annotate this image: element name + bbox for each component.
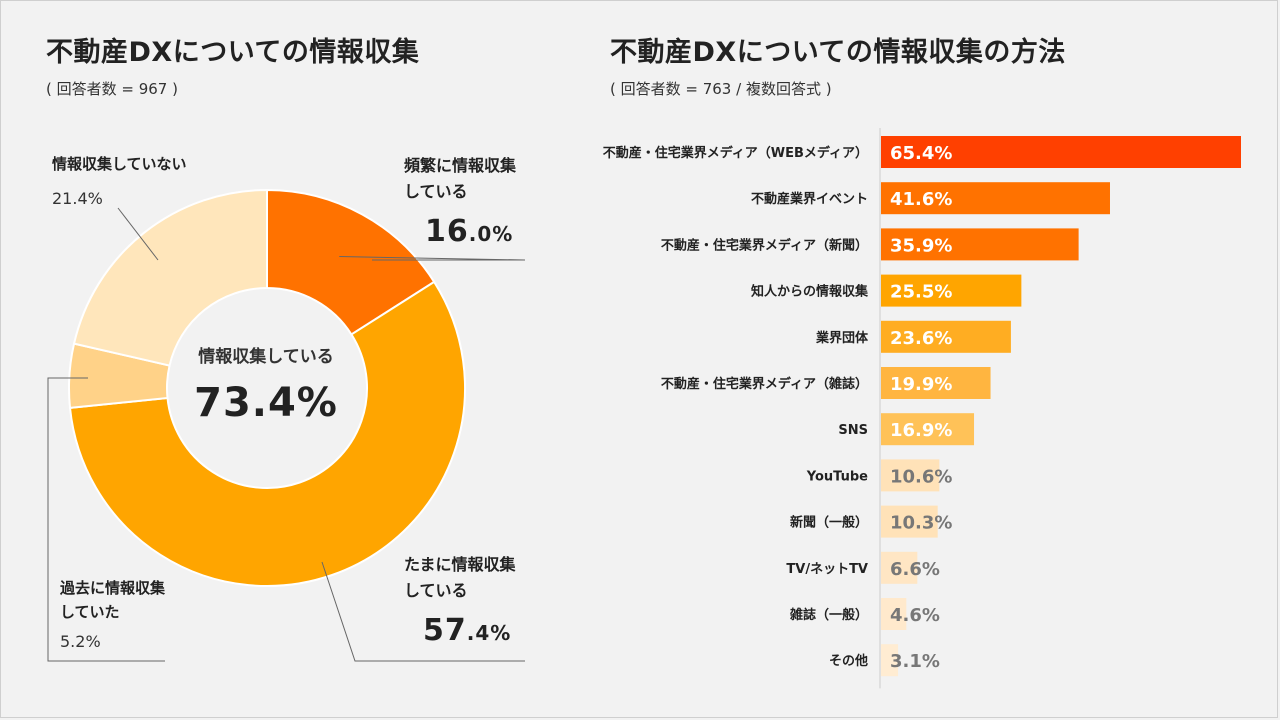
donut-chart-title: 不動産DXについての情報収集 (46, 37, 420, 68)
bar-7 (881, 459, 940, 492)
bar-chart-subtitle: ( 回答者数 = 763 / 複数回答式 ) (610, 80, 832, 98)
donut-slice-none (72, 188, 268, 367)
bar-value-label-2: 35.9% (890, 235, 952, 256)
slice-label-none: 情報収集していない (52, 155, 187, 173)
slice-value-frequent: 16.0% (425, 214, 514, 249)
bar-category-label-8: 新聞（一般） (790, 515, 868, 531)
bar-category-label-10: 雑誌（一般） (789, 607, 868, 623)
bar-category-label-9: TV/ネットTV (786, 562, 868, 577)
leader-line-frequent (339, 256, 526, 261)
slice-value-sometimes: 57.4% (423, 613, 512, 648)
bar-category-label-6: SNS (838, 423, 868, 438)
bar-6 (881, 413, 975, 446)
donut-chart-subtitle: ( 回答者数 = 967 ) (46, 80, 178, 98)
bar-5 (881, 367, 991, 399)
bar-value-label-5: 19.9% (890, 374, 952, 395)
bar-chart: 不動産・住宅業界メディア（WEBメディア） 65.4% 不動産業界イベント 41.6%… (603, 128, 1241, 689)
donut-slice-sometimes (68, 280, 466, 587)
bar-2 (881, 228, 1079, 261)
bar-value-label-7: 10.6% (890, 466, 952, 487)
donut-center-value: 73.4% (194, 380, 338, 426)
bar-4 (881, 320, 1011, 353)
bar-category-label-0: 不動産・住宅業界メディア（WEBメディア） (603, 145, 868, 161)
slice-label-past-line1: 過去に情報収集 (60, 579, 166, 597)
bar-0 (881, 136, 1241, 168)
slice-label-past-line2: していた (60, 603, 120, 621)
bar-category-label-5: 不動産・住宅業界メディア（雑誌） (661, 376, 868, 392)
slice-label-sometimes-line2: している (404, 581, 468, 600)
bar-value-label-10: 4.6% (890, 605, 940, 626)
bar-value-label-1: 41.6% (890, 189, 952, 210)
leader-line-none (117, 207, 159, 261)
bar-value-label-11: 3.1% (890, 651, 940, 672)
bar-11 (881, 644, 899, 677)
slice-value-past: 5.2% (60, 632, 101, 651)
leader-line-sometimes (321, 561, 525, 662)
bar-value-label-0: 65.4% (890, 143, 952, 164)
slice-label-frequent-line1: 頻繁に情報収集 (404, 156, 517, 175)
bar-category-label-3: 知人からの情報収集 (751, 284, 869, 300)
bar-value-label-9: 6.6% (890, 559, 940, 580)
bar-chart-title: 不動産DXについての情報収集の方法 (610, 37, 1066, 68)
leader-line-past (47, 377, 165, 662)
bar-9 (881, 551, 918, 584)
bar-3 (881, 274, 1022, 307)
bar-category-label-1: 不動産業界イベント (751, 191, 868, 207)
bar-value-label-8: 10.3% (890, 513, 952, 534)
bar-category-label-2: 不動産・住宅業界メディア（新聞） (661, 237, 868, 253)
bar-value-label-6: 16.9% (890, 420, 952, 441)
bar-category-label-4: 業界団体 (815, 330, 869, 346)
slice-value-none: 21.4% (52, 189, 103, 208)
bar-category-label-11: その他 (829, 653, 868, 669)
bar-1 (881, 182, 1110, 215)
bar-value-label-4: 23.6% (890, 328, 952, 349)
bar-10 (881, 598, 907, 630)
bar-category-label-7: YouTube (806, 469, 868, 484)
bar-8 (881, 505, 938, 538)
bar-value-label-3: 25.5% (890, 282, 952, 303)
donut-center-label: 情報収集している (198, 347, 334, 367)
slice-label-sometimes-line1: たまに情報収集 (404, 555, 516, 574)
slice-label-frequent-line2: している (404, 182, 468, 201)
donut-chart (47, 188, 526, 662)
